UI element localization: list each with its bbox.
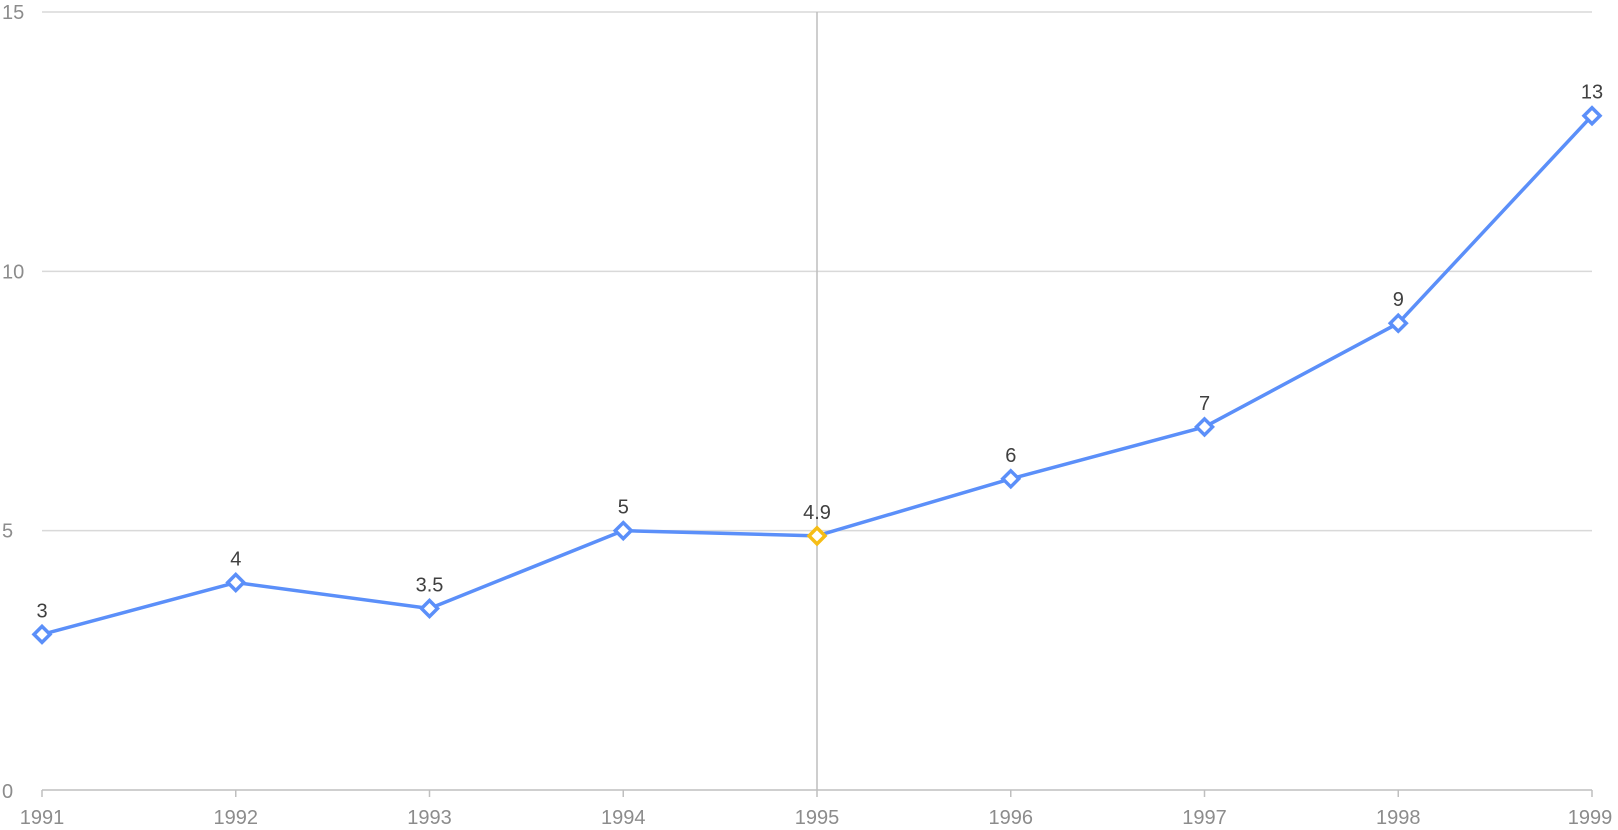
data-point-1993-diamond-icon[interactable] [419, 597, 440, 619]
y-axis-tick-labels: 0 5 10 15 [2, 2, 24, 803]
x-tick-label-1999: 1999 [1568, 807, 1613, 829]
data-point-1999-diamond-icon[interactable] [1581, 105, 1603, 127]
data-label-1999: 13 [1581, 82, 1603, 104]
x-tick-label-1996: 1996 [989, 807, 1034, 829]
data-label-1996: 6 [1005, 445, 1016, 467]
y-tick-label: 0 [2, 781, 13, 803]
y-tick-label: 5 [2, 521, 13, 543]
x-axis-tick-labels: 1991 1992 1993 1994 1995 1996 1997 1998 1999 [20, 807, 1613, 829]
x-tick-label-1997: 1997 [1182, 807, 1227, 829]
data-point-1995-diamond-icon[interactable] [806, 525, 828, 547]
y-tick-label: 15 [2, 2, 24, 24]
data-label-1998: 9 [1393, 289, 1404, 311]
data-label-1993: 3.5 [416, 574, 444, 596]
data-point-1998-diamond-icon[interactable] [1387, 312, 1409, 334]
data-label-1995: 4.9 [803, 502, 831, 524]
x-tick-label-1992: 1992 [214, 807, 259, 829]
data-point-1991-diamond-icon[interactable] [31, 623, 53, 645]
data-label-1994: 5 [618, 497, 629, 519]
data-labels: 3 4 3.5 5 4.9 6 7 9 13 [36, 82, 1603, 623]
x-tick-label-1994: 1994 [601, 807, 646, 829]
x-tick-label-1991: 1991 [20, 807, 65, 829]
data-point-markers[interactable] [31, 105, 1603, 645]
y-tick-label: 10 [2, 261, 24, 283]
data-label-1992: 4 [230, 549, 241, 571]
data-point-1997-diamond-icon[interactable] [1194, 416, 1215, 438]
data-label-1991: 3 [36, 600, 47, 622]
x-axis [41, 789, 1593, 797]
data-point-1996-diamond-icon[interactable] [1000, 468, 1022, 490]
x-tick-label-1998: 1998 [1376, 807, 1421, 829]
data-label-1997: 7 [1199, 393, 1210, 415]
x-tick-label-1995: 1995 [795, 807, 840, 829]
data-point-1992-diamond-icon[interactable] [225, 572, 247, 594]
data-point-1994-diamond-icon[interactable] [612, 520, 634, 542]
x-tick-label-1993: 1993 [407, 807, 452, 829]
